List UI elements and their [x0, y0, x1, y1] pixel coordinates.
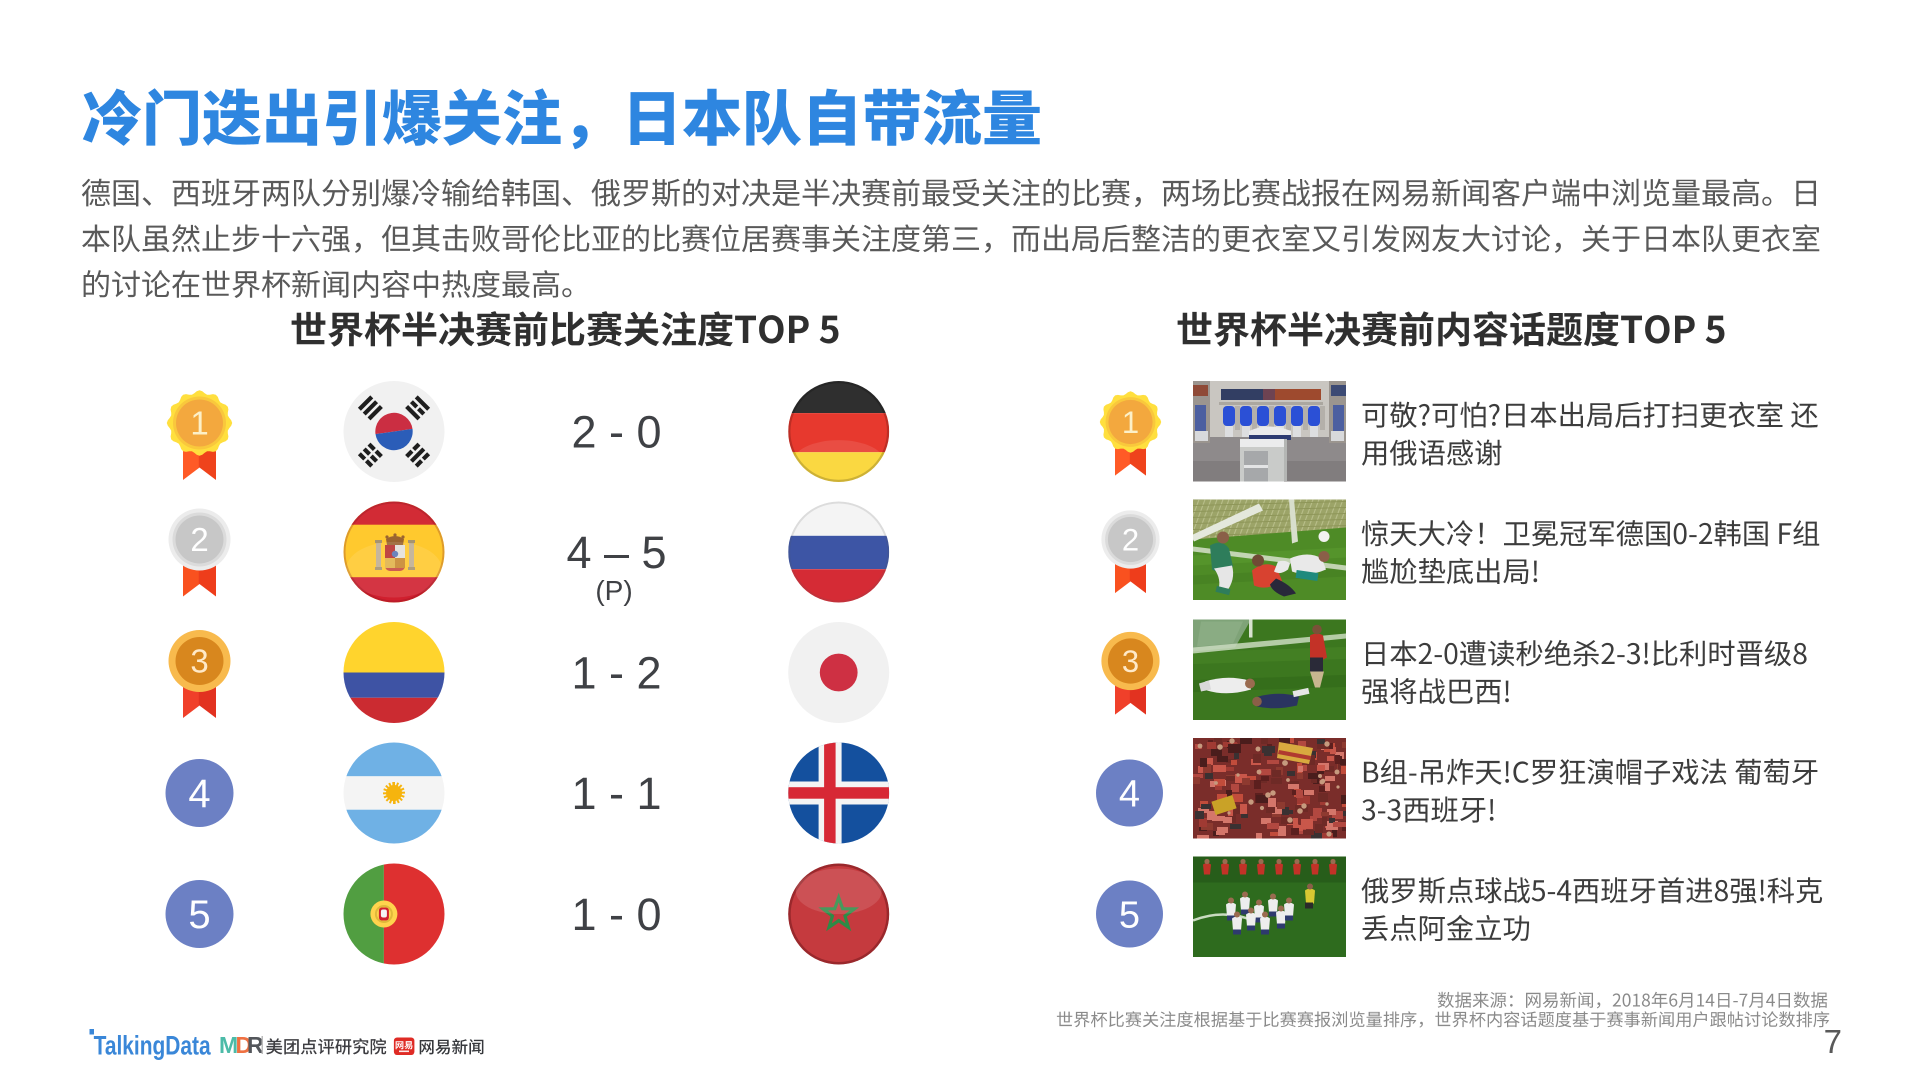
svg-text:1 - 0: 1 - 0: [571, 889, 661, 940]
svg-text:4: 4: [188, 772, 210, 816]
svg-text:2 - 0: 2 - 0: [571, 407, 661, 458]
svg-text:3: 3: [190, 643, 208, 680]
svg-text:TalkingData: TalkingData: [94, 1031, 212, 1061]
svg-text:2: 2: [1122, 522, 1139, 557]
svg-text:5: 5: [188, 893, 210, 937]
svg-text:D: D: [236, 1032, 253, 1058]
svg-text:5: 5: [1119, 894, 1140, 936]
svg-text:R: R: [247, 1032, 264, 1058]
svg-text:1 - 2: 1 - 2: [571, 648, 661, 699]
svg-text:3: 3: [1122, 644, 1139, 679]
svg-text:4: 4: [1119, 773, 1140, 815]
svg-text:(P): (P): [595, 575, 632, 606]
svg-text:4 – 5: 4 – 5: [566, 527, 666, 578]
svg-text:7: 7: [1824, 1023, 1842, 1060]
svg-text:1: 1: [190, 405, 208, 442]
svg-text:1: 1: [1122, 405, 1139, 440]
svg-text:M: M: [219, 1032, 238, 1058]
svg-text:1 - 1: 1 - 1: [571, 768, 661, 819]
svg-text:2: 2: [190, 521, 208, 558]
